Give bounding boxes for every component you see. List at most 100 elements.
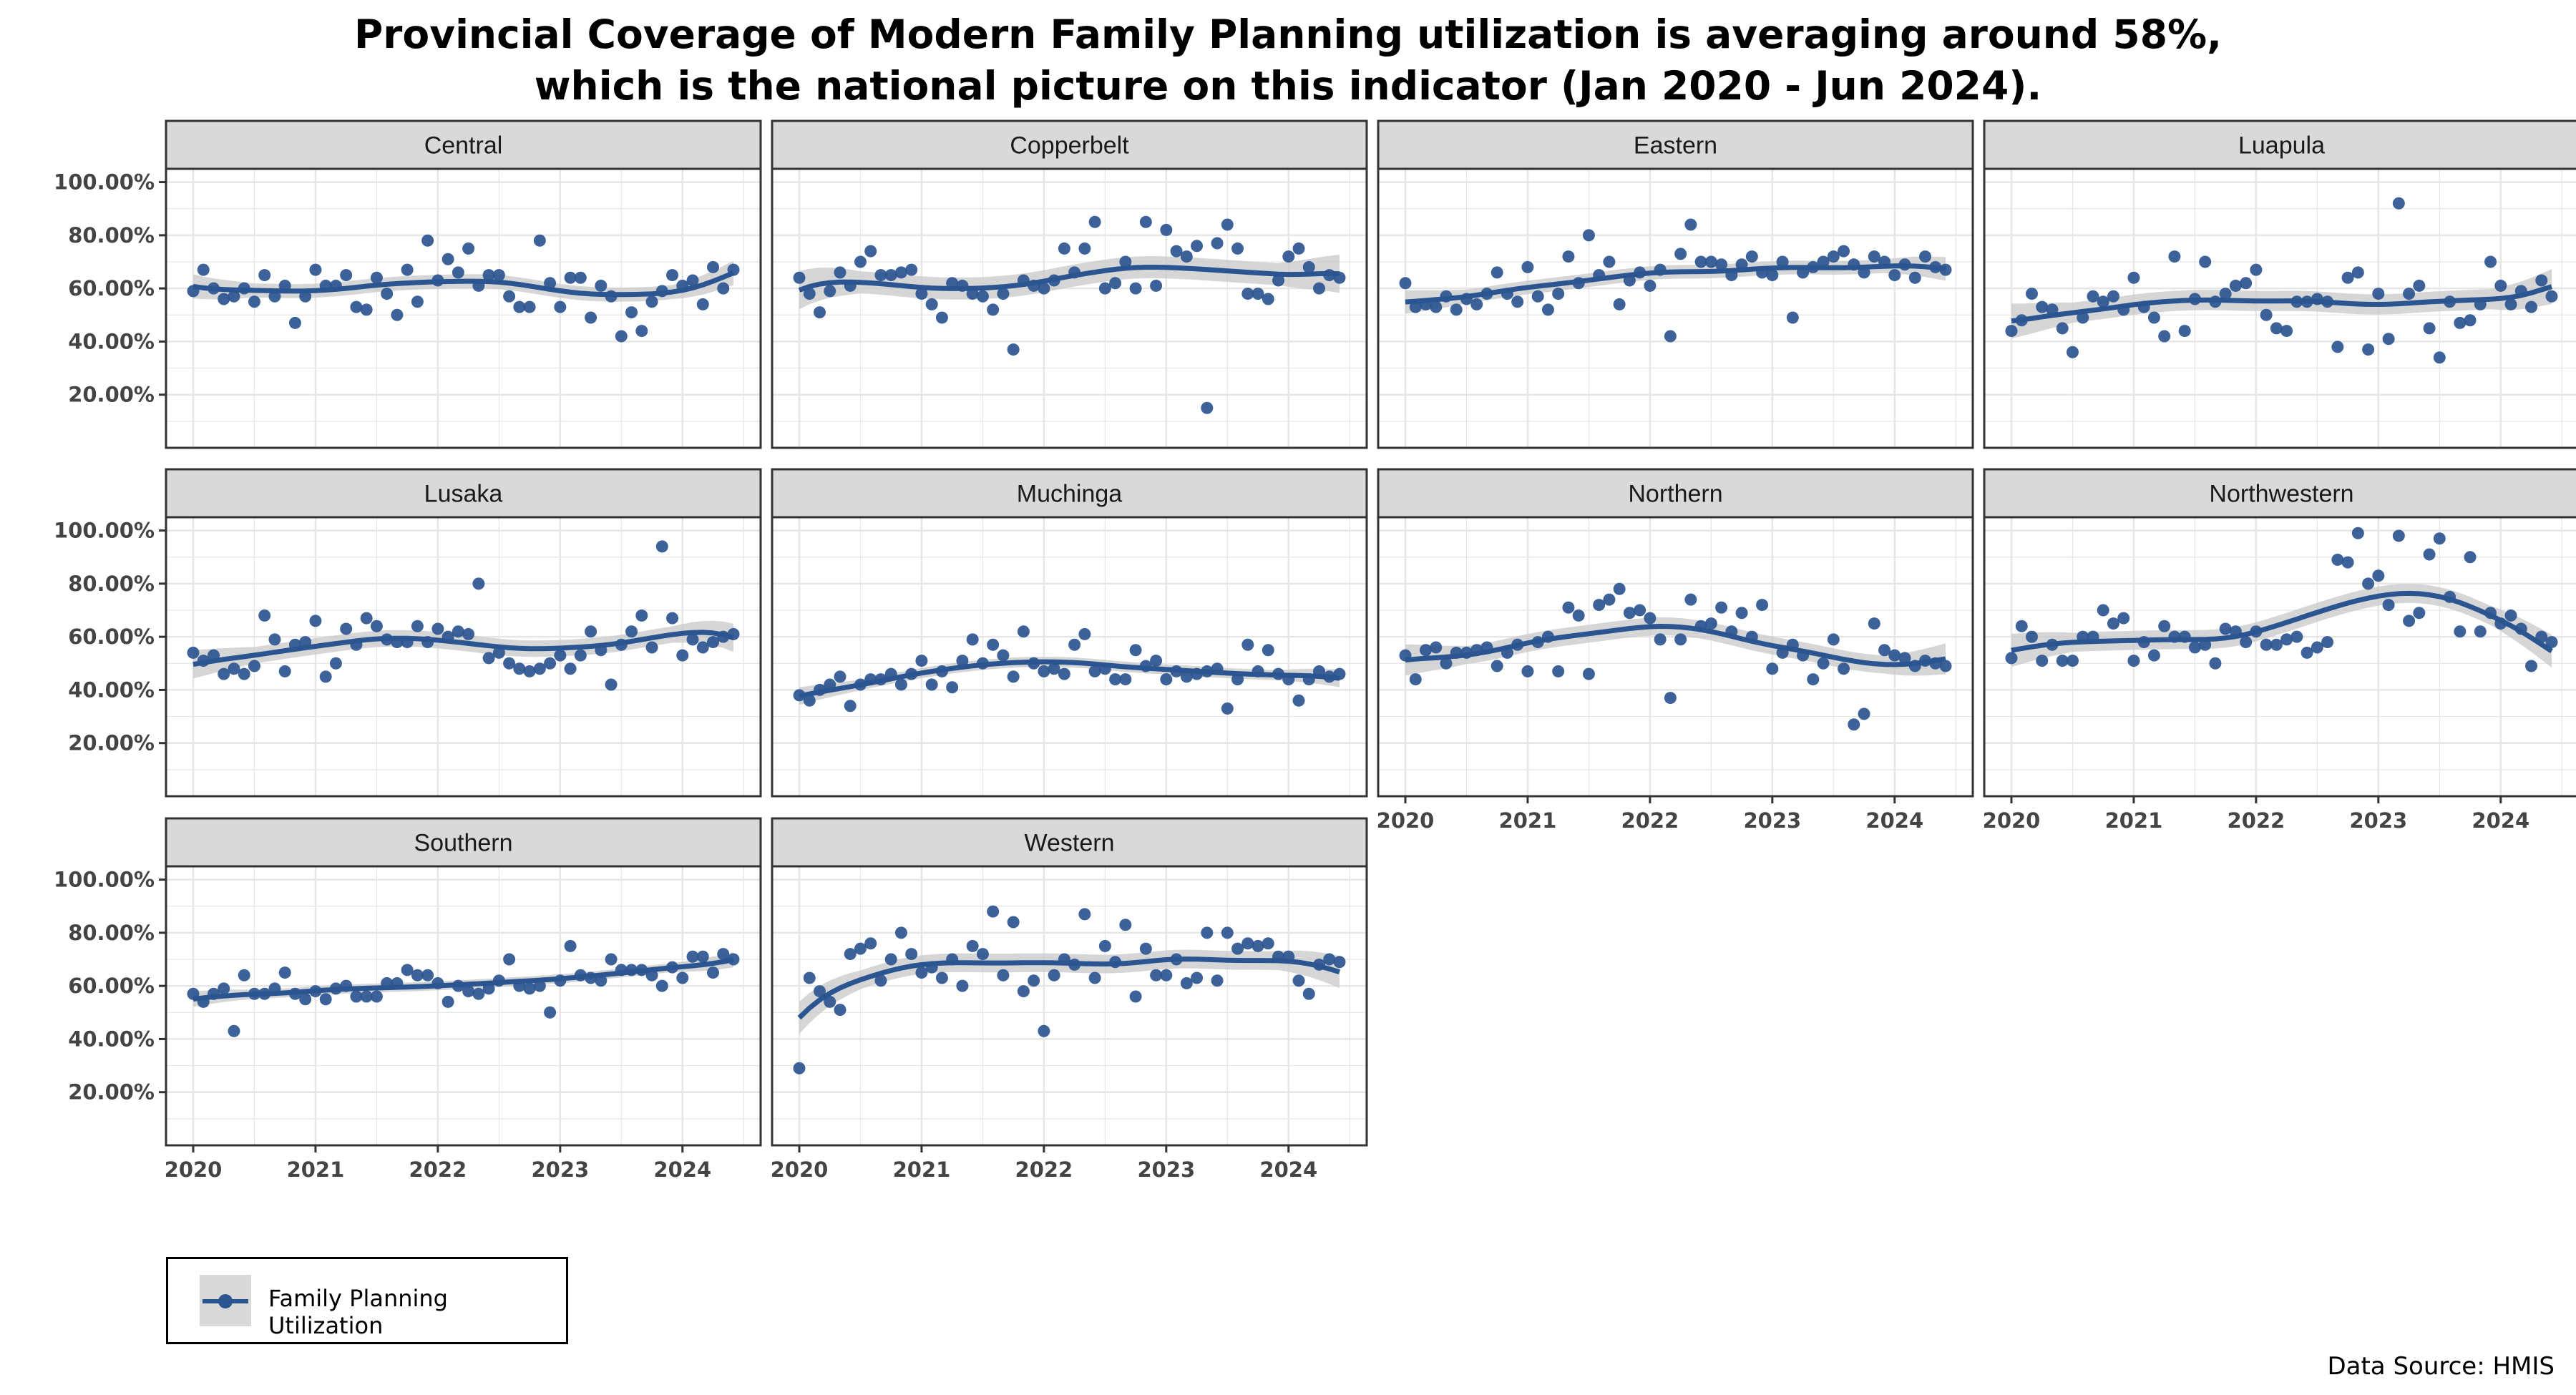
data-point <box>1848 718 1860 731</box>
panel-border <box>1983 516 2576 798</box>
data-point <box>2015 620 2028 632</box>
data-point <box>2280 633 2293 646</box>
data-point <box>1252 288 1264 300</box>
panel-border <box>1983 167 2576 449</box>
y-tick-label: 20.00% <box>68 731 155 755</box>
data-point <box>1292 242 1305 255</box>
y-tick-label: 60.00% <box>68 276 155 300</box>
data-point <box>2025 288 2038 300</box>
data-point <box>2240 636 2253 649</box>
panel-border <box>165 865 762 1147</box>
data-point <box>813 985 826 998</box>
y-tick-label: 60.00% <box>68 625 155 649</box>
data-point <box>666 269 679 282</box>
x-tick-label: 2021 <box>287 1157 345 1182</box>
data-point <box>1868 617 1880 630</box>
facet-strip-label: Central <box>424 132 503 160</box>
data-point <box>2423 548 2436 561</box>
data-point <box>1221 702 1234 715</box>
data-point <box>360 303 373 316</box>
x-tick-label: 2022 <box>409 1157 467 1182</box>
x-tick-label: 2023 <box>2349 808 2407 833</box>
panel-grid <box>166 169 761 448</box>
data-point <box>1715 258 1728 271</box>
data-point <box>1552 665 1565 677</box>
data-point <box>1098 282 1111 295</box>
data-source-note: Data Source: HMIS <box>2327 1352 2555 1381</box>
data-point <box>1160 223 1173 236</box>
data-point <box>2025 630 2038 643</box>
data-point <box>482 269 495 282</box>
data-point <box>1129 990 1142 1003</box>
data-point <box>2351 266 2364 279</box>
data-point <box>2147 311 2160 324</box>
data-point <box>2107 290 2119 303</box>
data-point <box>2036 300 2049 313</box>
data-point <box>1440 657 1453 670</box>
panel-border <box>165 167 762 449</box>
data-point <box>2504 609 2517 622</box>
data-point <box>228 1024 240 1037</box>
data-point <box>391 308 404 321</box>
data-point <box>987 303 1000 316</box>
data-point <box>2372 569 2385 582</box>
data-point <box>329 657 342 670</box>
data-point <box>228 662 240 675</box>
data-point <box>1282 250 1295 263</box>
data-point <box>645 641 658 654</box>
data-point <box>1419 644 1432 657</box>
facet-strip-northern <box>1377 468 1974 519</box>
x-tick-label: 2021 <box>1499 808 1557 833</box>
data-point <box>1170 245 1183 258</box>
data-point <box>935 311 948 324</box>
data-point <box>803 971 816 984</box>
data-point <box>915 288 928 300</box>
facet-northern: Northern 2020 2021 2022 2023 2024 <box>1377 468 1974 833</box>
data-point <box>1109 673 1122 686</box>
data-point <box>1634 604 1646 617</box>
data-point <box>1562 250 1575 263</box>
data-point <box>834 670 847 683</box>
x-tick-label: 2024 <box>1259 1157 1317 1182</box>
data-point <box>544 657 557 670</box>
chart-title: Provincial Coverage of Modern Family Pla… <box>0 9 2576 112</box>
facet-strip-label: Northern <box>1628 481 1722 508</box>
data-point <box>1241 638 1254 651</box>
data-point <box>1078 908 1091 921</box>
data-point <box>1919 250 1932 263</box>
confidence-band <box>193 620 733 679</box>
data-point <box>1180 670 1193 683</box>
trend-line <box>1405 263 1946 305</box>
trend-line <box>2011 590 2553 654</box>
data-point <box>1766 662 1779 675</box>
data-point <box>1221 218 1234 231</box>
trend-line <box>798 265 1340 293</box>
data-point <box>278 665 291 677</box>
data-point <box>605 678 618 691</box>
data-point <box>1786 311 1799 324</box>
data-point <box>238 667 250 680</box>
y-tick-label: 80.00% <box>68 572 155 596</box>
facet-western: Western 2020 2021 2022 2023 2024 <box>771 817 1368 1182</box>
data-point <box>1450 303 1463 316</box>
facet-strip-label: Eastern <box>1634 132 1717 160</box>
data-point <box>2351 527 2364 539</box>
data-point <box>2158 620 2171 632</box>
x-tick-label: 2022 <box>1015 1157 1073 1182</box>
data-point <box>1058 667 1070 680</box>
data-point <box>894 266 907 279</box>
data-point <box>2382 599 2395 612</box>
data-point <box>997 649 1010 662</box>
data-point <box>1908 271 1921 284</box>
data-point <box>2525 660 2538 672</box>
data-point <box>462 627 475 640</box>
data-point <box>1817 255 1830 268</box>
legend-label: Family Planning Utilization <box>268 1285 448 1339</box>
data-point <box>1180 976 1193 989</box>
data-point <box>1323 953 1336 966</box>
data-point <box>874 269 887 282</box>
data-point <box>544 1006 557 1019</box>
data-point <box>1878 644 1891 657</box>
data-point <box>2107 617 2119 630</box>
